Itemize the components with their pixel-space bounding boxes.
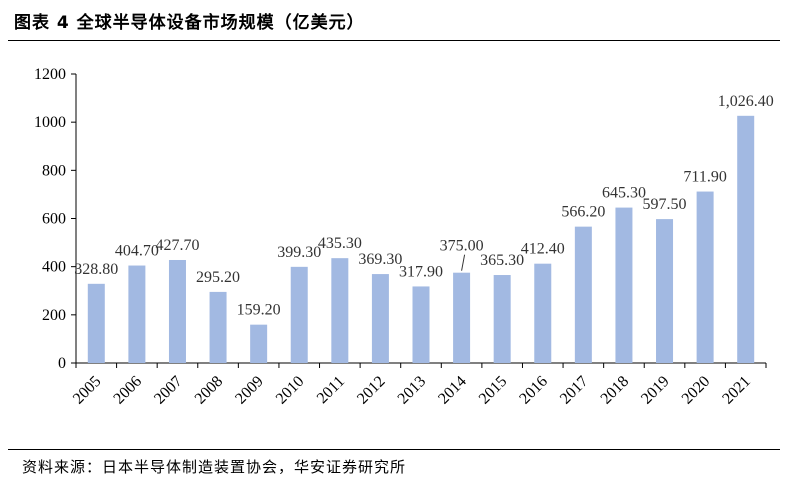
x-tick-label: 2015 <box>476 373 511 408</box>
data-label: 597.50 <box>643 196 687 213</box>
data-label: 1,026.40 <box>718 93 774 110</box>
bar-2008 <box>209 291 227 363</box>
x-tick-label: 2013 <box>395 373 430 408</box>
x-tick-label: 2019 <box>638 373 673 408</box>
data-label: 328.80 <box>74 261 118 278</box>
x-tick-label: 2010 <box>273 373 308 408</box>
x-tick-label: 2012 <box>354 373 389 408</box>
y-tick-label: 800 <box>42 162 66 179</box>
y-tick-label: 1200 <box>34 66 66 83</box>
x-tick-label: 2011 <box>314 373 348 407</box>
y-tick-label: 1000 <box>34 114 66 131</box>
bar-2012 <box>371 274 389 363</box>
x-tick-label: 2017 <box>557 373 592 408</box>
x-tick-label: 2016 <box>516 373 551 408</box>
title-rule <box>8 40 780 41</box>
bar-2018 <box>615 207 633 363</box>
x-tick-label: 2021 <box>719 373 754 408</box>
y-tick-label: 600 <box>42 211 66 228</box>
data-label: 404.70 <box>115 243 159 260</box>
data-label: 435.30 <box>318 235 362 252</box>
x-tick-label: 2018 <box>598 373 633 408</box>
data-label: 159.20 <box>237 302 281 319</box>
source-rule <box>8 449 780 450</box>
data-label: 369.30 <box>358 251 402 268</box>
x-tick-label: 2006 <box>110 373 145 408</box>
bar-2010 <box>290 266 308 363</box>
data-label: 317.90 <box>399 263 443 280</box>
bar-2015 <box>493 275 511 363</box>
y-tick-label: 200 <box>42 307 66 324</box>
y-tick-label: 400 <box>42 259 66 276</box>
bar-2011 <box>331 258 349 363</box>
y-tick-label: 0 <box>58 355 66 372</box>
x-tick-label: 2007 <box>151 373 186 408</box>
data-label: 427.70 <box>155 237 199 254</box>
data-label-leader <box>461 254 466 271</box>
bar-2016 <box>534 263 552 363</box>
source-note: 资料来源：日本半导体制造装置协会，华安证券研究所 <box>22 458 407 476</box>
bar-2006 <box>128 265 146 363</box>
data-label: 295.20 <box>196 269 240 286</box>
bar-2005 <box>87 283 105 363</box>
data-label: 412.40 <box>521 241 565 258</box>
data-label: 711.90 <box>683 169 726 186</box>
bar-2013 <box>412 286 430 363</box>
bar-chart: 0 200 400 600 800 1000 1200 2005 328.80 2006 404.7… <box>34 66 774 408</box>
data-label: 566.20 <box>561 204 605 221</box>
bar-2007 <box>168 259 186 363</box>
data-label: 375.00 <box>440 238 484 255</box>
bar-2009 <box>250 324 268 363</box>
bar-2014 <box>453 272 471 363</box>
x-tick-label: 2005 <box>70 373 105 408</box>
x-tick-label: 2020 <box>679 373 714 408</box>
data-label: 645.30 <box>602 185 646 202</box>
x-tick-label: 2009 <box>232 373 267 408</box>
figure-title: 图表 4 全球半导体设备市场规模（亿美元） <box>14 13 365 33</box>
bar-2020 <box>696 191 714 363</box>
bar-2019 <box>656 219 674 363</box>
bar-2021 <box>737 115 755 363</box>
data-label: 399.30 <box>277 244 321 261</box>
x-tick-label: 2014 <box>435 373 470 408</box>
bar-2017 <box>574 226 592 363</box>
data-label: 365.30 <box>480 252 524 269</box>
x-tick-label: 2008 <box>192 373 227 408</box>
